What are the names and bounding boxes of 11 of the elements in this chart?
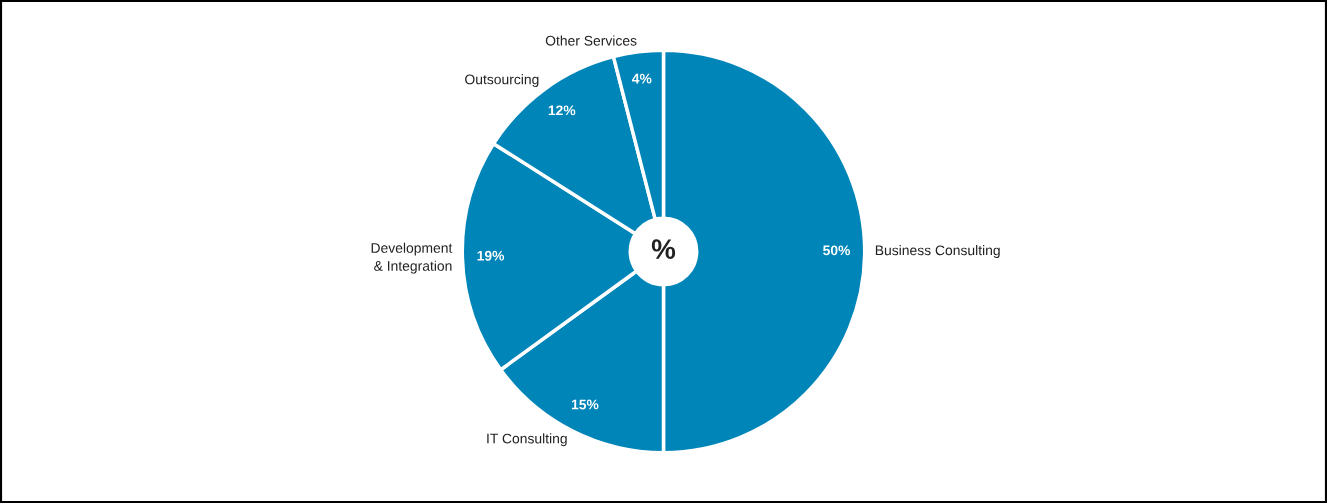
data-label: 15% (571, 399, 599, 410)
slice-label: Other Services (545, 35, 637, 46)
text: % (651, 239, 676, 259)
data-label: 4% (631, 73, 652, 84)
data-label: 50% (823, 245, 851, 256)
slice-label: Development & Integration (371, 242, 453, 274)
slice-label: IT Consulting (487, 433, 567, 447)
slice-label: Outsourcing (465, 74, 539, 88)
data-label: 12% (548, 105, 576, 116)
slice-label: Business Consulting (875, 245, 1000, 258)
data-label: 19% (477, 250, 505, 261)
